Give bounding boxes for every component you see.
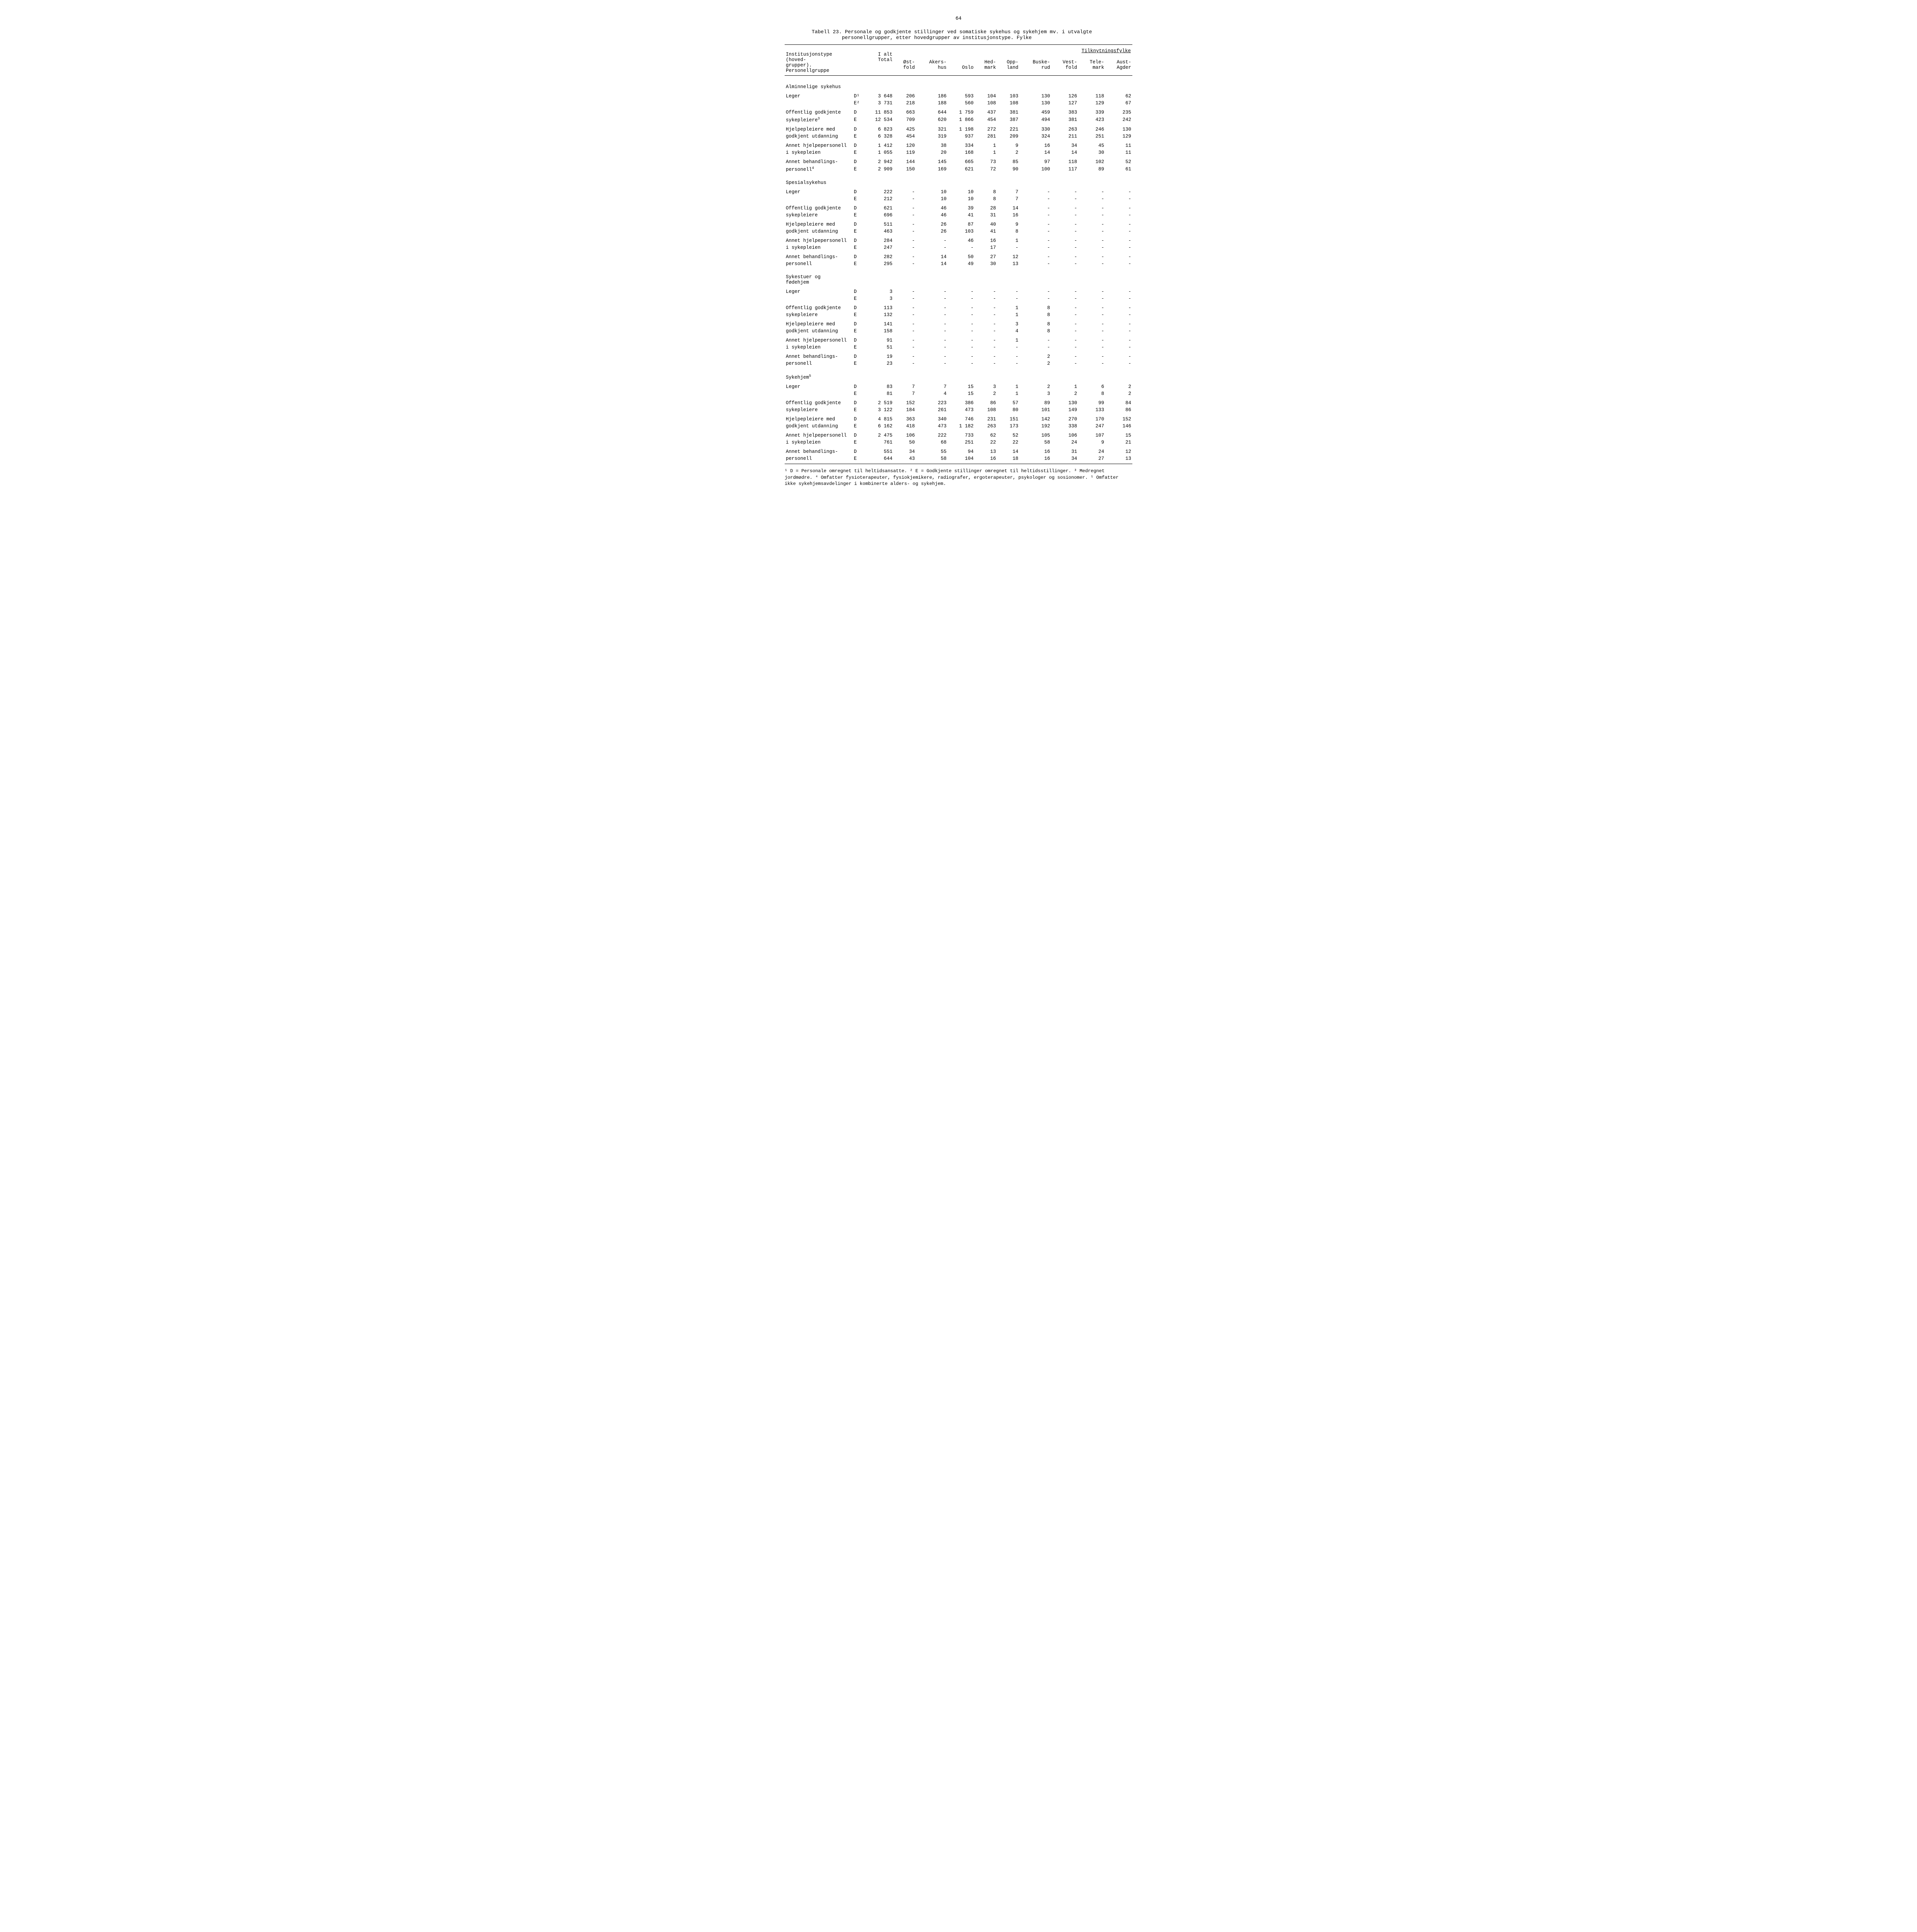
hdr-county: Oslo bbox=[948, 56, 975, 74]
hdr-county: Øst-fold bbox=[894, 56, 916, 74]
section-heading: Sykehjem5 bbox=[785, 367, 1132, 383]
title-line2: personellgrupper, etter hovedgrupper av … bbox=[842, 35, 1032, 41]
table-row: personellE23-----2--- bbox=[785, 360, 1132, 367]
table-body: Alminnelige sykehusLegerD¹3 648206186593… bbox=[785, 74, 1132, 462]
table-row: godkjent utdanningE6 1624184731 18226317… bbox=[785, 423, 1132, 430]
page-number: 64 bbox=[785, 15, 1132, 21]
table-row: Annet hjelpepersonellD2 4751062227336252… bbox=[785, 430, 1132, 439]
table-header: Institusjonstype (hoved- grupper). Perso… bbox=[785, 46, 1132, 74]
table-row: godkjent utdanningE158----48--- bbox=[785, 328, 1132, 335]
title-line1: Tabell 23. Personale og godkjente stilli… bbox=[812, 29, 1092, 35]
table-row: Annet hjelpepersonellD1 4121203833419163… bbox=[785, 140, 1132, 149]
table-row: LegerD837715312162 bbox=[785, 383, 1132, 390]
table-row: E3--------- bbox=[785, 295, 1132, 302]
table-row: godkjent utdanningE6 3284543199372812093… bbox=[785, 133, 1132, 140]
table-row: Annet behandlings-D19-----2--- bbox=[785, 351, 1132, 360]
table-row: Hjelpepleiere medD141----38--- bbox=[785, 318, 1132, 328]
table-row: Annet behandlings-D282-14502712---- bbox=[785, 251, 1132, 260]
table-row: sykepleiereE3 12218426147310880101149133… bbox=[785, 406, 1132, 413]
hdr-col1-l2: grupper). Personellgruppe bbox=[786, 63, 829, 73]
hdr-total-l2: Total bbox=[878, 57, 893, 63]
section-heading: Alminnelige sykehus bbox=[785, 77, 1132, 93]
hdr-county: Hed-mark bbox=[975, 56, 997, 74]
footnotes: ¹ D = Personale omregnet til heltidsansa… bbox=[785, 468, 1132, 487]
table-row: Annet hjelpepersonellD91----1---- bbox=[785, 335, 1132, 344]
hdr-county: Akers-hus bbox=[916, 56, 948, 74]
table-row: Annet behandlings-D551345594131416312412 bbox=[785, 446, 1132, 455]
rule-top bbox=[785, 44, 1132, 45]
table-row: i sykepleienE247---17----- bbox=[785, 244, 1132, 251]
section-heading: Sykestuer ogfødehjem bbox=[785, 267, 1132, 288]
hdr-county: Buske-rud bbox=[1020, 56, 1051, 74]
table-row: Annet behandlings-D2 9421441456657385971… bbox=[785, 156, 1132, 165]
table-row: Annet hjelpepersonellD284--46161---- bbox=[785, 235, 1132, 244]
table-row: i sykepleienE761506825122225824921 bbox=[785, 439, 1132, 446]
table-row: LegerD3--------- bbox=[785, 288, 1132, 295]
table-row: i sykepleienE1 055119201681214143011 bbox=[785, 149, 1132, 156]
table-row: Offentlig godkjenteD621-46392814---- bbox=[785, 202, 1132, 212]
hdr-supertitle: Tilknytningsfylke bbox=[894, 46, 1132, 56]
hdr-col1-l1: Institusjonstype (hoved- bbox=[786, 52, 832, 63]
table-row: LegerD222-101087---- bbox=[785, 189, 1132, 196]
table-title: Tabell 23. Personale og godkjente stilli… bbox=[812, 29, 1132, 41]
table-row: Hjelpepleiere medD4 81536334074623115114… bbox=[785, 413, 1132, 423]
data-table: Institusjonstype (hoved- grupper). Perso… bbox=[785, 46, 1132, 462]
table-row: sykepleiereE132----18--- bbox=[785, 311, 1132, 318]
section-heading: Spesialsykehus bbox=[785, 173, 1132, 189]
table-row: personellE295-14493013---- bbox=[785, 260, 1132, 267]
table-row: Hjelpepleiere medD6 8234253211 198272221… bbox=[785, 124, 1132, 133]
table-row: i sykepleienE51--------- bbox=[785, 344, 1132, 351]
table-row: godkjent utdanningE463-26103418---- bbox=[785, 228, 1132, 235]
table-row: E817415213282 bbox=[785, 390, 1132, 397]
table-row: Offentlig godkjenteD11 8536636441 759437… bbox=[785, 107, 1132, 116]
table-row: personellE6444358104161816342713 bbox=[785, 455, 1132, 462]
table-row: sykepleiereE696-46413116---- bbox=[785, 212, 1132, 219]
table-row: E²3 73121818856010810813012712967 bbox=[785, 100, 1132, 107]
hdr-county: Opp-land bbox=[997, 56, 1020, 74]
table-row: personell4E2 90915016962172901001178961 bbox=[785, 165, 1132, 173]
hdr-county: Tele-mark bbox=[1078, 56, 1105, 74]
table-row: sykepleiere3E12 5347096201 8664543874943… bbox=[785, 116, 1132, 124]
hdr-county: Aust-Agder bbox=[1105, 56, 1132, 74]
hdr-total-l1: I alt bbox=[878, 52, 893, 57]
table-row: E212-101087---- bbox=[785, 196, 1132, 202]
table-row: Offentlig godkjenteD2 519152223386865789… bbox=[785, 397, 1132, 406]
table-row: LegerD¹3 64820618659310410313012611862 bbox=[785, 93, 1132, 100]
table-row: Offentlig godkjenteD113----18--- bbox=[785, 302, 1132, 311]
table-row: Hjelpepleiere medD511-2687409---- bbox=[785, 219, 1132, 228]
hdr-county: Vest-fold bbox=[1051, 56, 1078, 74]
